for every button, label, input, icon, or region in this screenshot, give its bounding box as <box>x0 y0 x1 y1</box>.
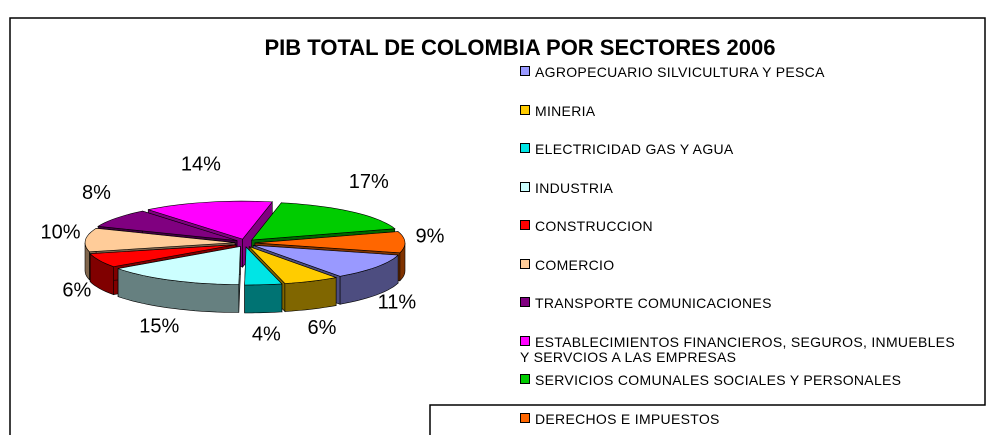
legend-swatch <box>520 181 530 192</box>
data-label: 9% <box>416 226 445 248</box>
data-label: 4% <box>252 324 281 346</box>
slice-top <box>253 245 399 277</box>
legend-item: SERVICIOS COMUNALES SOCIALES Y PERSONALE… <box>520 373 960 388</box>
slice-top <box>89 244 236 268</box>
slice-top <box>84 227 236 253</box>
legend-swatch <box>520 412 530 423</box>
legend-item: MINERIA <box>520 102 960 119</box>
slice-top <box>97 210 238 241</box>
legend-item: ELECTRICIDAD GAS Y AGUA <box>520 142 960 157</box>
legend-item: AGROPECUARIO SILVICULTURA Y PESCA <box>520 65 960 80</box>
slice-top <box>254 231 406 254</box>
data-label: 14% <box>181 153 221 175</box>
slice-top <box>118 246 241 285</box>
slice <box>244 246 283 314</box>
data-label: 6% <box>308 317 337 339</box>
data-label: 15% <box>139 315 179 337</box>
legend-label: CONSTRUCCION <box>535 218 653 234</box>
slice-top <box>244 246 283 286</box>
legend-swatch <box>520 374 530 384</box>
legend-swatch <box>520 297 530 307</box>
legend-label: AGROPECUARIO SILVICULTURA Y PESCA <box>535 64 825 80</box>
data-label: 10% <box>40 222 80 244</box>
legend-label: INDUSTRIA <box>535 179 614 196</box>
legend-label: DERECHOS E IMPUESTOS <box>535 410 720 427</box>
legend-item: INDUSTRIA <box>520 179 960 196</box>
data-label: 8% <box>82 182 111 204</box>
legend-label: MINERIA <box>535 102 596 119</box>
legend-swatch <box>520 143 530 153</box>
legend-swatch <box>520 66 530 76</box>
data-label: 6% <box>62 280 91 302</box>
legend-label: ELECTRICIDAD GAS Y AGUA <box>535 141 734 157</box>
slice-top <box>148 200 273 240</box>
legend-item: CONSTRUCCION <box>520 219 960 234</box>
data-label: 17% <box>349 171 389 193</box>
slice <box>117 246 241 313</box>
legend-item: TRANSPORTE COMUNICACIONES <box>520 296 960 311</box>
legend-swatch <box>520 258 530 269</box>
legend-swatch <box>520 335 530 346</box>
legend-item: COMERCIO <box>520 256 960 273</box>
slice-top <box>251 202 396 241</box>
data-label: 11% <box>378 291 417 313</box>
legend-item: DERECHOS E IMPUESTOS <box>520 410 960 427</box>
chart-title: PIB TOTAL DE COLOMBIA POR SECTORES 2006 <box>265 35 776 60</box>
slice-wall <box>244 283 283 314</box>
legend-label: SERVICIOS COMUNALES SOCIALES Y PERSONALE… <box>535 372 902 388</box>
legend-label: TRANSPORTE COMUNICACIONES <box>535 295 772 311</box>
chart-frame <box>9 17 986 435</box>
slice-top <box>248 246 338 284</box>
legend-label: COMERCIO <box>535 256 615 273</box>
legend-label: ESTABLECIMIENTOS FINANCIEROS, SEGUROS, I… <box>520 333 955 365</box>
pie <box>84 200 406 314</box>
legend-item: ESTABLECIMIENTOS FINANCIEROS, SEGUROS, I… <box>520 333 960 365</box>
legend-swatch <box>520 220 530 230</box>
legend-swatch <box>520 104 530 115</box>
